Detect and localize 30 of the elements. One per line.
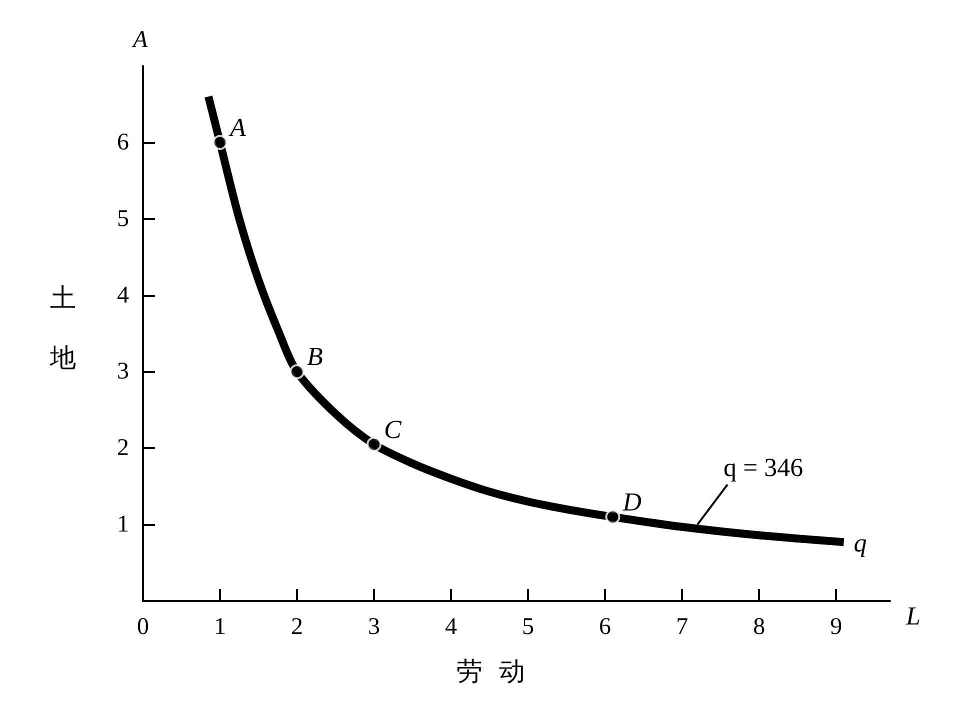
y-tick-label: 6 <box>117 129 129 156</box>
x-tick-label: 7 <box>676 614 688 640</box>
y-tick-label: 5 <box>117 206 129 232</box>
point <box>212 134 228 150</box>
x-tick-label: 3 <box>368 614 380 640</box>
annotation: q <box>854 528 867 558</box>
annotation: A <box>228 112 246 142</box>
x-tick-label: 2 <box>291 614 304 640</box>
annotation: q = 346 <box>723 453 804 482</box>
annotation: D <box>622 487 642 516</box>
x-tick-label: 4 <box>445 614 458 640</box>
x-tick-label: 5 <box>522 614 534 640</box>
text: L <box>905 602 920 630</box>
x-tick-label: 0 <box>137 614 149 640</box>
point <box>605 509 620 524</box>
y-tick-label: 2 <box>117 435 129 462</box>
x-axis-title: 劳 动 <box>456 657 526 687</box>
x-tick-label: 1 <box>214 614 226 640</box>
y-tick-label: 3 <box>117 358 129 385</box>
y-tick-label: 1 <box>117 512 129 538</box>
y-tick-label: 4 <box>117 282 129 308</box>
x-tick-label: 9 <box>830 614 842 640</box>
annotation: C <box>384 414 402 444</box>
point <box>366 436 382 452</box>
annotation: B <box>307 342 324 372</box>
y-axis-title: 土地 <box>49 284 76 374</box>
text: A <box>131 27 148 53</box>
x-tick-label: 8 <box>753 614 766 640</box>
point <box>290 364 305 380</box>
x-tick-label: 6 <box>599 614 612 640</box>
